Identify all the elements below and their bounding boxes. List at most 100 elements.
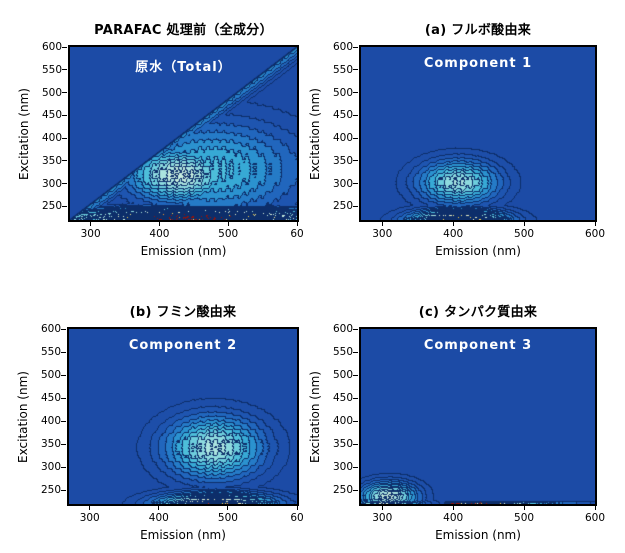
y-axis-label: Excitation (nm) [308, 87, 323, 180]
y-tick-label: 250 [41, 200, 62, 213]
contour-canvas-component-3 [361, 329, 595, 504]
y-tick-label: 550 [41, 63, 62, 76]
y-tick-mark [61, 489, 66, 491]
y-tick-label: 550 [332, 63, 353, 76]
x-axis-label: Emission (nm) [435, 244, 521, 258]
contour-canvas-component-2 [69, 329, 297, 504]
plot-title: (c) タンパク質由来 [418, 305, 538, 320]
x-tick-label: 300 [79, 512, 100, 524]
eem-plot-component-3: (c) タンパク質由来 Component 3 Emission (nm) Ex… [308, 305, 605, 542]
y-tick-mark [62, 205, 67, 207]
x-tick-mark [158, 222, 160, 226]
x-tick-mark [452, 222, 454, 226]
y-tick-mark [353, 443, 358, 445]
y-tick-label: 400 [332, 415, 353, 428]
y-tick-mark [353, 397, 358, 399]
y-tick-label: 600 [332, 323, 353, 335]
x-tick-mark [523, 506, 525, 510]
y-tick-mark [61, 374, 66, 376]
x-tick-mark [594, 222, 596, 226]
y-tick-label: 300 [40, 461, 61, 474]
x-tick-mark [594, 506, 596, 510]
y-tick-label: 300 [41, 177, 62, 190]
x-tick-mark [158, 506, 160, 510]
y-tick-mark [61, 420, 66, 422]
y-tick-label: 450 [332, 109, 353, 122]
y-tick-mark [353, 92, 358, 94]
y-tick-label: 300 [332, 177, 353, 190]
x-tick-label: 500 [217, 512, 238, 524]
y-tick-mark [61, 397, 66, 399]
x-tick-mark [381, 222, 383, 226]
y-tick-label: 250 [40, 484, 61, 497]
x-tick-mark [89, 506, 91, 510]
y-tick-mark [61, 443, 66, 445]
y-tick-mark [353, 420, 358, 422]
y-axis-label: Excitation (nm) [308, 370, 323, 463]
y-tick-mark [353, 466, 358, 468]
x-axis-label: Emission (nm) [435, 528, 521, 542]
y-tick-label: 450 [41, 109, 62, 122]
x-tick-label: 300 [372, 228, 393, 240]
y-tick-label: 450 [40, 392, 61, 405]
y-tick-label: 400 [332, 132, 353, 145]
y-tick-label: 350 [40, 438, 61, 451]
y-tick-mark [353, 328, 358, 330]
plot-title: (b) フミン酸由来 [129, 305, 237, 320]
y-tick-mark [353, 114, 358, 116]
eem-plot-component-1: (a) フルボ酸由来 Component 1 Emission (nm) Exc… [308, 23, 605, 258]
y-tick-mark [61, 328, 66, 330]
x-tick-mark [452, 506, 454, 510]
y-tick-mark [62, 183, 67, 185]
contour-canvas-total [70, 47, 297, 220]
x-tick-label: 500 [514, 228, 535, 240]
x-tick-label: 400 [443, 512, 464, 524]
y-tick-label: 600 [332, 41, 353, 53]
y-tick-label: 350 [332, 438, 353, 451]
x-tick-label: 600 [584, 228, 606, 240]
y-tick-mark [353, 46, 358, 48]
x-tick-label: 300 [372, 512, 393, 524]
eem-plot-total: PARAFAC 処理前（全成分） 原水（Total） Emission (nm)… [17, 23, 304, 258]
eem-plot-component-2: (b) フミン酸由来 Component 2 Emission (nm) Exc… [16, 305, 304, 542]
x-tick-label: 300 [80, 228, 101, 240]
x-tick-mark [227, 222, 229, 226]
series-label: 原水（Total） [135, 60, 232, 75]
series-label: Component 3 [423, 338, 533, 353]
x-axis-label: Emission (nm) [140, 528, 226, 542]
y-tick-mark [62, 92, 67, 94]
x-tick-mark [296, 222, 298, 226]
series-label: Component 1 [423, 56, 533, 71]
x-tick-label: 400 [148, 512, 169, 524]
y-tick-mark [353, 183, 358, 185]
y-tick-mark [353, 160, 358, 162]
x-tick-mark [296, 506, 298, 510]
y-tick-label: 250 [332, 484, 353, 497]
y-tick-label: 500 [332, 369, 353, 382]
y-tick-label: 500 [40, 369, 61, 382]
y-tick-mark [62, 69, 67, 71]
y-tick-mark [353, 205, 358, 207]
y-tick-label: 350 [41, 154, 62, 167]
x-tick-label: 60 [290, 228, 304, 240]
y-tick-label: 600 [40, 323, 61, 335]
y-axis-label: Excitation (nm) [17, 87, 32, 180]
y-tick-mark [61, 351, 66, 353]
x-axis-label: Emission (nm) [140, 244, 227, 258]
x-tick-label: 60 [290, 512, 304, 524]
y-tick-mark [62, 46, 67, 48]
y-tick-label: 500 [41, 86, 62, 99]
y-tick-label: 550 [40, 346, 61, 359]
y-tick-mark [62, 137, 67, 139]
y-tick-mark [353, 137, 358, 139]
x-tick-mark [90, 222, 92, 226]
y-tick-label: 500 [332, 86, 353, 99]
y-tick-mark [62, 160, 67, 162]
y-tick-mark [353, 489, 358, 491]
y-tick-label: 250 [332, 200, 353, 213]
y-tick-label: 550 [332, 346, 353, 359]
y-tick-mark [353, 351, 358, 353]
y-tick-label: 350 [332, 154, 353, 167]
x-tick-label: 600 [584, 512, 606, 524]
y-tick-label: 450 [332, 392, 353, 405]
